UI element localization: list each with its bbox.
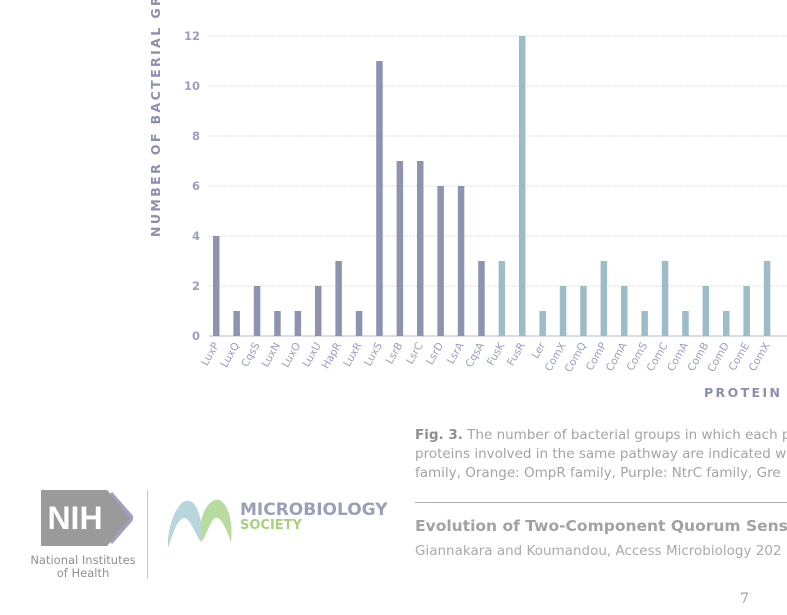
bar xyxy=(682,311,689,336)
x-tick-label: HapR xyxy=(320,341,345,372)
y-tick-label: 0 xyxy=(192,329,200,343)
x-tick-label: ComX xyxy=(747,341,773,374)
logo-divider xyxy=(147,490,148,579)
bar xyxy=(580,286,587,336)
caption-label: Fig. 3. xyxy=(415,427,463,443)
bar xyxy=(621,286,628,336)
x-tick-label: LsrB xyxy=(384,341,406,367)
caption-line-3: family, Orange: OmpR family, Purple: Ntr… xyxy=(415,465,781,481)
figure-caption: Fig. 3. The number of bacterial groups i… xyxy=(415,426,787,483)
divider-line xyxy=(415,502,787,503)
x-tick-label: CqsS xyxy=(239,340,263,369)
nih-logo: NIH xyxy=(41,490,133,546)
bar xyxy=(417,161,424,336)
nih-name-line-2: of Health xyxy=(56,566,110,580)
bar xyxy=(213,236,220,336)
bar xyxy=(661,261,669,336)
caption-line-2: proteins involved in the same pathway ar… xyxy=(415,446,787,462)
bar xyxy=(539,311,546,336)
bar xyxy=(641,311,648,336)
paper-authors: Giannakara and Koumandou, Access Microbi… xyxy=(415,543,782,559)
bar xyxy=(294,311,302,336)
y-tick-label: 8 xyxy=(192,129,200,143)
y-axis-label: NUMBER OF BACTERIAL GROU xyxy=(148,0,163,237)
y-tick-label: 6 xyxy=(192,179,200,193)
y-tick-label: 4 xyxy=(192,229,200,243)
bar xyxy=(437,186,444,336)
bar-chart: 024681012LuxPLuxQCqsSLuxNLuxOLuxUHapRLux… xyxy=(184,29,787,374)
bar xyxy=(559,286,567,336)
nih-name: National Institutes of Health xyxy=(20,554,146,580)
microbiology-society-logo-mark xyxy=(167,499,232,548)
bar xyxy=(233,311,240,336)
bar xyxy=(376,61,383,336)
x-tick-label: LuxR xyxy=(341,341,364,369)
society-name-line-2: SOCIETY xyxy=(240,518,302,533)
x-tick-label: LsrC xyxy=(404,341,426,367)
bar xyxy=(315,286,322,336)
y-tick-label: 10 xyxy=(184,79,200,93)
page-number: 7 xyxy=(740,591,749,607)
caption-line-1: The number of bacterial groups in which … xyxy=(462,427,787,443)
x-axis-label: PROTEIN T xyxy=(704,385,787,400)
bar xyxy=(396,161,404,336)
bar xyxy=(355,311,363,336)
x-tick-label: CqsA xyxy=(463,340,487,370)
bar xyxy=(274,311,281,336)
society-name-line-1: MICROBIOLOGY xyxy=(240,500,388,520)
x-tick-label: LuxN xyxy=(259,341,283,370)
y-tick-label: 12 xyxy=(184,29,200,43)
bar xyxy=(498,261,506,336)
bar xyxy=(743,286,750,336)
x-tick-label: LuxO xyxy=(280,341,304,370)
bar xyxy=(519,36,526,336)
x-tick-label: FusK xyxy=(485,340,508,368)
bar xyxy=(335,261,342,336)
x-tick-label: LuxS xyxy=(362,340,385,368)
bar xyxy=(478,261,485,336)
bar xyxy=(253,286,261,336)
nih-name-line-1: National Institutes xyxy=(30,553,136,567)
nih-badge-text: NIH xyxy=(47,500,102,536)
x-tick-label: FusR xyxy=(505,341,528,369)
x-tick-label: LuxQ xyxy=(218,341,242,370)
y-tick-label: 2 xyxy=(192,279,200,293)
x-tick-label: Ler xyxy=(530,340,549,361)
bar xyxy=(600,261,608,336)
bar xyxy=(457,186,465,336)
paper-title: Evolution of Two-Component Quorum Sensi xyxy=(415,517,787,535)
bar xyxy=(702,286,710,336)
bar xyxy=(763,261,771,336)
x-tick-label: LsrD xyxy=(424,341,446,368)
bar xyxy=(723,311,730,336)
